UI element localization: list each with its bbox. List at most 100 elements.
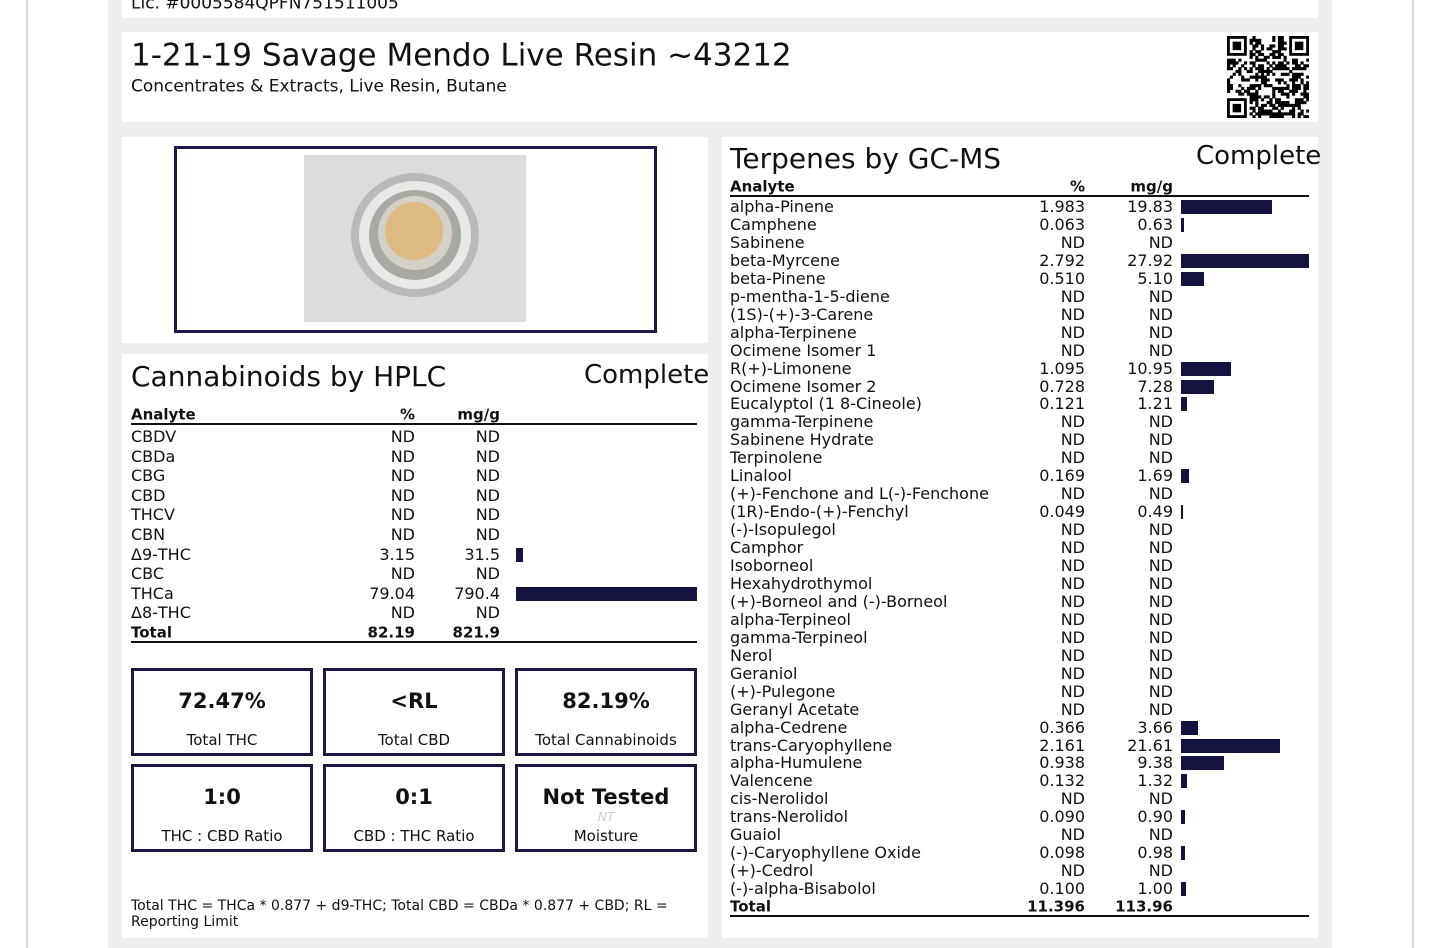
qr-module	[1277, 41, 1282, 45]
percent: 0.049	[1039, 502, 1085, 522]
qr-module	[1283, 103, 1287, 107]
qr-module	[1260, 44, 1265, 48]
qr-module	[1277, 50, 1282, 54]
qr-module	[1283, 47, 1287, 51]
total: Total	[131, 623, 172, 642]
qr-module	[1232, 61, 1236, 65]
qr-module	[1229, 75, 1233, 79]
qr-module	[1260, 78, 1265, 82]
qr-module	[1246, 86, 1250, 91]
qr-module	[1255, 101, 1259, 105]
qr-module	[1306, 81, 1309, 85]
qr-module	[1294, 67, 1298, 71]
analyte: CBC	[131, 564, 165, 584]
qr-module	[1297, 72, 1301, 76]
qr-module	[1272, 95, 1276, 99]
analyte: gamma-Terpineol	[730, 627, 868, 647]
analyte: Camphene	[730, 214, 817, 234]
qr-module	[1275, 106, 1279, 110]
qr-module	[1277, 98, 1282, 102]
percent: 0.132	[1039, 771, 1085, 791]
qr-module	[1289, 103, 1293, 107]
qr-module	[1269, 52, 1273, 57]
qr-module	[1269, 84, 1273, 88]
percent: 0.728	[1039, 376, 1085, 396]
qr-module	[1266, 69, 1270, 74]
qr-module	[1289, 78, 1293, 82]
percent: 0.510	[1039, 268, 1085, 288]
qr-module	[1286, 86, 1290, 91]
qr-module	[1255, 103, 1259, 107]
qr-module	[1266, 55, 1270, 59]
qr-module	[1306, 58, 1309, 62]
total-rule	[131, 641, 697, 643]
mg-per-g: ND	[475, 525, 500, 544]
qr-module	[1286, 92, 1290, 96]
qr-module	[1266, 72, 1270, 76]
qr-module	[1294, 89, 1298, 93]
qr-module	[1266, 84, 1270, 88]
bar	[1181, 200, 1272, 214]
analyte: alpha-Terpinene	[730, 322, 857, 342]
total-rule	[730, 915, 1309, 918]
mg-per-g: 10.95	[1127, 358, 1173, 378]
mg-per-g: ND	[1148, 663, 1173, 683]
qr-module	[1263, 78, 1267, 82]
qr-module	[1272, 36, 1276, 40]
qr-module	[1255, 38, 1259, 42]
qr-module	[1283, 86, 1287, 91]
section-title: Cannabinoids by HPLC	[131, 360, 447, 393]
qr-module	[1275, 101, 1279, 105]
qr-module	[1275, 115, 1279, 118]
qr-module	[1260, 112, 1265, 116]
column-header: mg/g	[1130, 177, 1173, 196]
qr-module	[1286, 72, 1290, 76]
qr-module	[1260, 52, 1265, 57]
qr-module	[1306, 109, 1309, 113]
qr-module	[1272, 44, 1276, 48]
summary-label: Total Cannabinoids	[535, 731, 677, 749]
bar	[1181, 882, 1186, 897]
qr-module	[1280, 89, 1284, 93]
qr-module	[1260, 75, 1265, 79]
qr-module	[1260, 47, 1265, 51]
qr-module	[1300, 78, 1304, 82]
bar	[1181, 271, 1205, 286]
qr-module	[1280, 64, 1284, 68]
mg-per-g: ND	[1148, 825, 1173, 845]
qr-module	[1252, 75, 1256, 79]
summary-label: THC : CBD Ratio	[161, 827, 283, 845]
analyte: alpha-Terpineol	[730, 609, 851, 629]
percent: ND	[390, 466, 415, 486]
qr-module	[1258, 75, 1262, 79]
qr-module	[1255, 41, 1259, 45]
qr-module	[1280, 47, 1284, 51]
qr-module	[1260, 67, 1265, 71]
qr-module	[1269, 115, 1273, 118]
qr-module	[1272, 115, 1276, 118]
qr-module	[1238, 58, 1242, 62]
qr-module	[1263, 84, 1267, 88]
qr-module	[1275, 55, 1279, 59]
percent: 0.063	[1039, 214, 1085, 234]
mg-per-g: ND	[475, 603, 500, 623]
qr-module	[1258, 84, 1262, 88]
qr-module	[1297, 64, 1301, 68]
qr-module	[1306, 115, 1309, 118]
qr-module	[1303, 92, 1307, 96]
analyte: Eucalyptol (1 8-Cineole)	[730, 394, 922, 414]
analyte: Ocimene Isomer 2	[730, 376, 877, 396]
qr-module	[1241, 86, 1245, 91]
qr-module	[1241, 75, 1245, 79]
qr-module	[1252, 52, 1256, 57]
qr-module	[1227, 86, 1231, 91]
qr-module	[1232, 64, 1236, 68]
qr-module	[1277, 47, 1282, 51]
photo-frame	[174, 146, 657, 333]
qr-module	[1260, 103, 1265, 107]
qr-module	[1255, 98, 1259, 102]
qr-module	[1272, 67, 1276, 71]
qr-module	[1292, 58, 1296, 62]
analyte: CBN	[131, 525, 166, 544]
qr-module	[1255, 78, 1259, 82]
